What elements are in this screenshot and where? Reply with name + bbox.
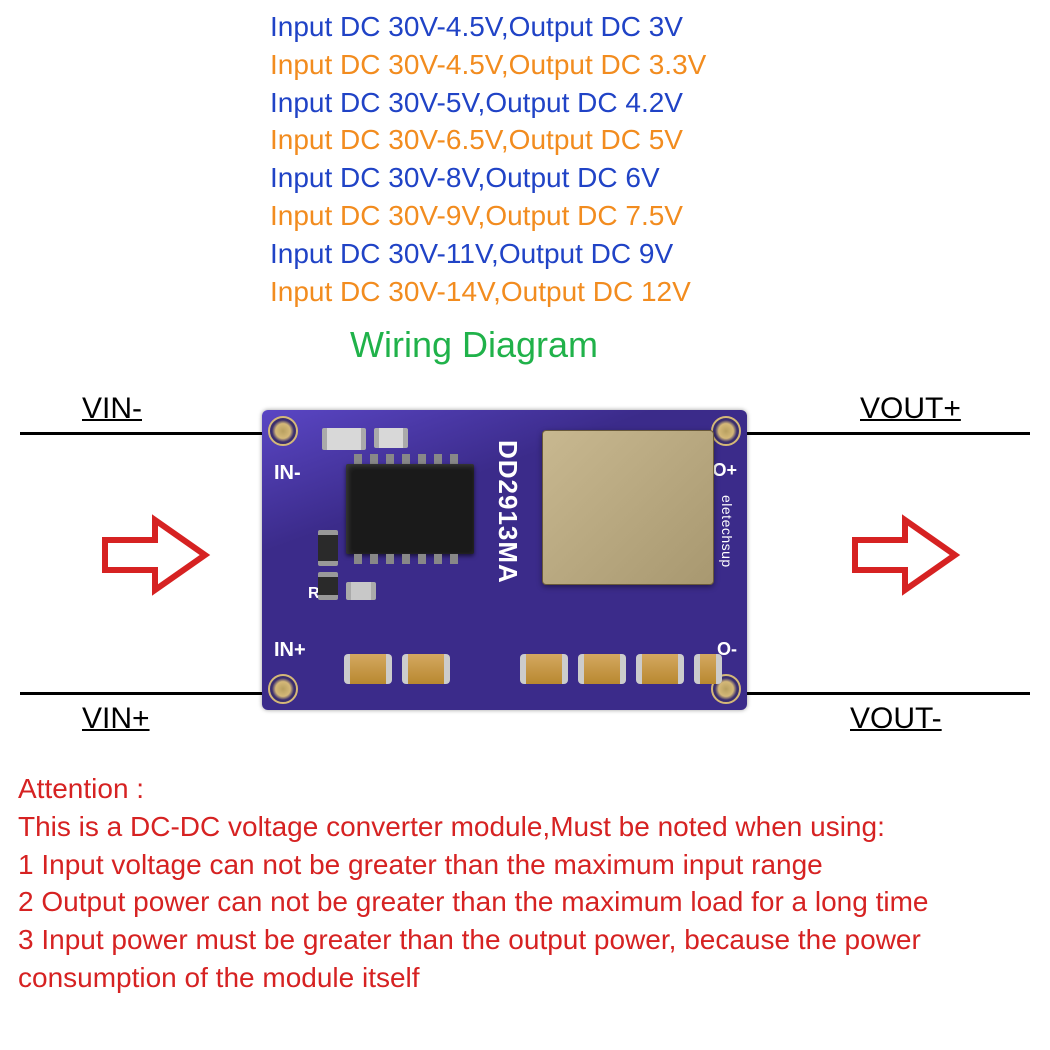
label-vout-plus: VOUT+ bbox=[860, 392, 961, 426]
spec-line-4: Input DC 30V-8V,Output DC 6V bbox=[270, 159, 706, 197]
attention-block: Attention : This is a DC-DC voltage conv… bbox=[18, 770, 1032, 997]
diagram-title: Wiring Diagram bbox=[350, 324, 598, 366]
pcb-hole-tl bbox=[268, 416, 298, 446]
smd-small-1 bbox=[318, 530, 338, 566]
spec-line-3: Input DC 30V-6.5V,Output DC 5V bbox=[270, 121, 706, 159]
attention-item-1: 1 Input voltage can not be greater than … bbox=[18, 846, 1032, 884]
cap-4 bbox=[578, 654, 626, 684]
wire-vout-plus bbox=[735, 432, 1030, 435]
pcb-hole-bl bbox=[268, 674, 298, 704]
silk-in-minus: IN- bbox=[274, 462, 301, 485]
label-vin-minus: VIN- bbox=[82, 392, 142, 426]
cap-3 bbox=[520, 654, 568, 684]
label-vin-plus: VIN+ bbox=[82, 702, 150, 736]
spec-list: Input DC 30V-4.5V,Output DC 3V Input DC … bbox=[270, 8, 706, 310]
spec-line-7: Input DC 30V-14V,Output DC 12V bbox=[270, 273, 706, 311]
pcb-board: IN- IN+ O+ O- R1 DD2913MA eletechsup bbox=[262, 410, 747, 710]
spec-line-2: Input DC 30V-5V,Output DC 4.2V bbox=[270, 84, 706, 122]
cap-1 bbox=[344, 654, 392, 684]
pcb-hole-tr bbox=[711, 416, 741, 446]
cap-5 bbox=[636, 654, 684, 684]
attention-item-2: 2 Output power can not be greater than t… bbox=[18, 883, 1032, 921]
silk-in-plus: IN+ bbox=[274, 639, 306, 662]
silk-brand: eletechsup bbox=[719, 495, 735, 568]
attention-item-3: 3 Input power must be greater than the o… bbox=[18, 921, 1032, 997]
wiring-diagram: VIN- VIN+ VOUT+ VOUT- IN- IN+ O+ O- R1 D… bbox=[0, 380, 1050, 760]
cap-6 bbox=[694, 654, 722, 684]
spec-line-5: Input DC 30V-9V,Output DC 7.5V bbox=[270, 197, 706, 235]
label-vout-minus: VOUT- bbox=[850, 702, 942, 736]
attention-intro: This is a DC-DC voltage converter module… bbox=[18, 808, 1032, 846]
silk-out-plus: O+ bbox=[712, 460, 737, 481]
silk-model: DD2913MA bbox=[492, 440, 523, 584]
smd-r-top2 bbox=[374, 428, 408, 448]
attention-heading: Attention : bbox=[18, 770, 1032, 808]
spec-line-1: Input DC 30V-4.5V,Output DC 3.3V bbox=[270, 46, 706, 84]
smd-r1 bbox=[346, 582, 376, 600]
smd-r-top bbox=[322, 428, 366, 450]
spec-line-6: Input DC 30V-11V,Output DC 9V bbox=[270, 235, 706, 273]
ic-pins-bottom bbox=[354, 554, 464, 564]
inductor bbox=[542, 430, 714, 585]
smd-small-2 bbox=[318, 572, 338, 600]
cap-2 bbox=[402, 654, 450, 684]
spec-line-0: Input DC 30V-4.5V,Output DC 3V bbox=[270, 8, 706, 46]
wire-vin-plus bbox=[20, 692, 275, 695]
arrow-out-icon bbox=[845, 510, 965, 600]
arrow-in-icon bbox=[95, 510, 215, 600]
ic-pins-top bbox=[354, 454, 464, 464]
ic-chip bbox=[346, 464, 474, 554]
wire-vin-minus bbox=[20, 432, 275, 435]
wire-vout-minus bbox=[735, 692, 1030, 695]
